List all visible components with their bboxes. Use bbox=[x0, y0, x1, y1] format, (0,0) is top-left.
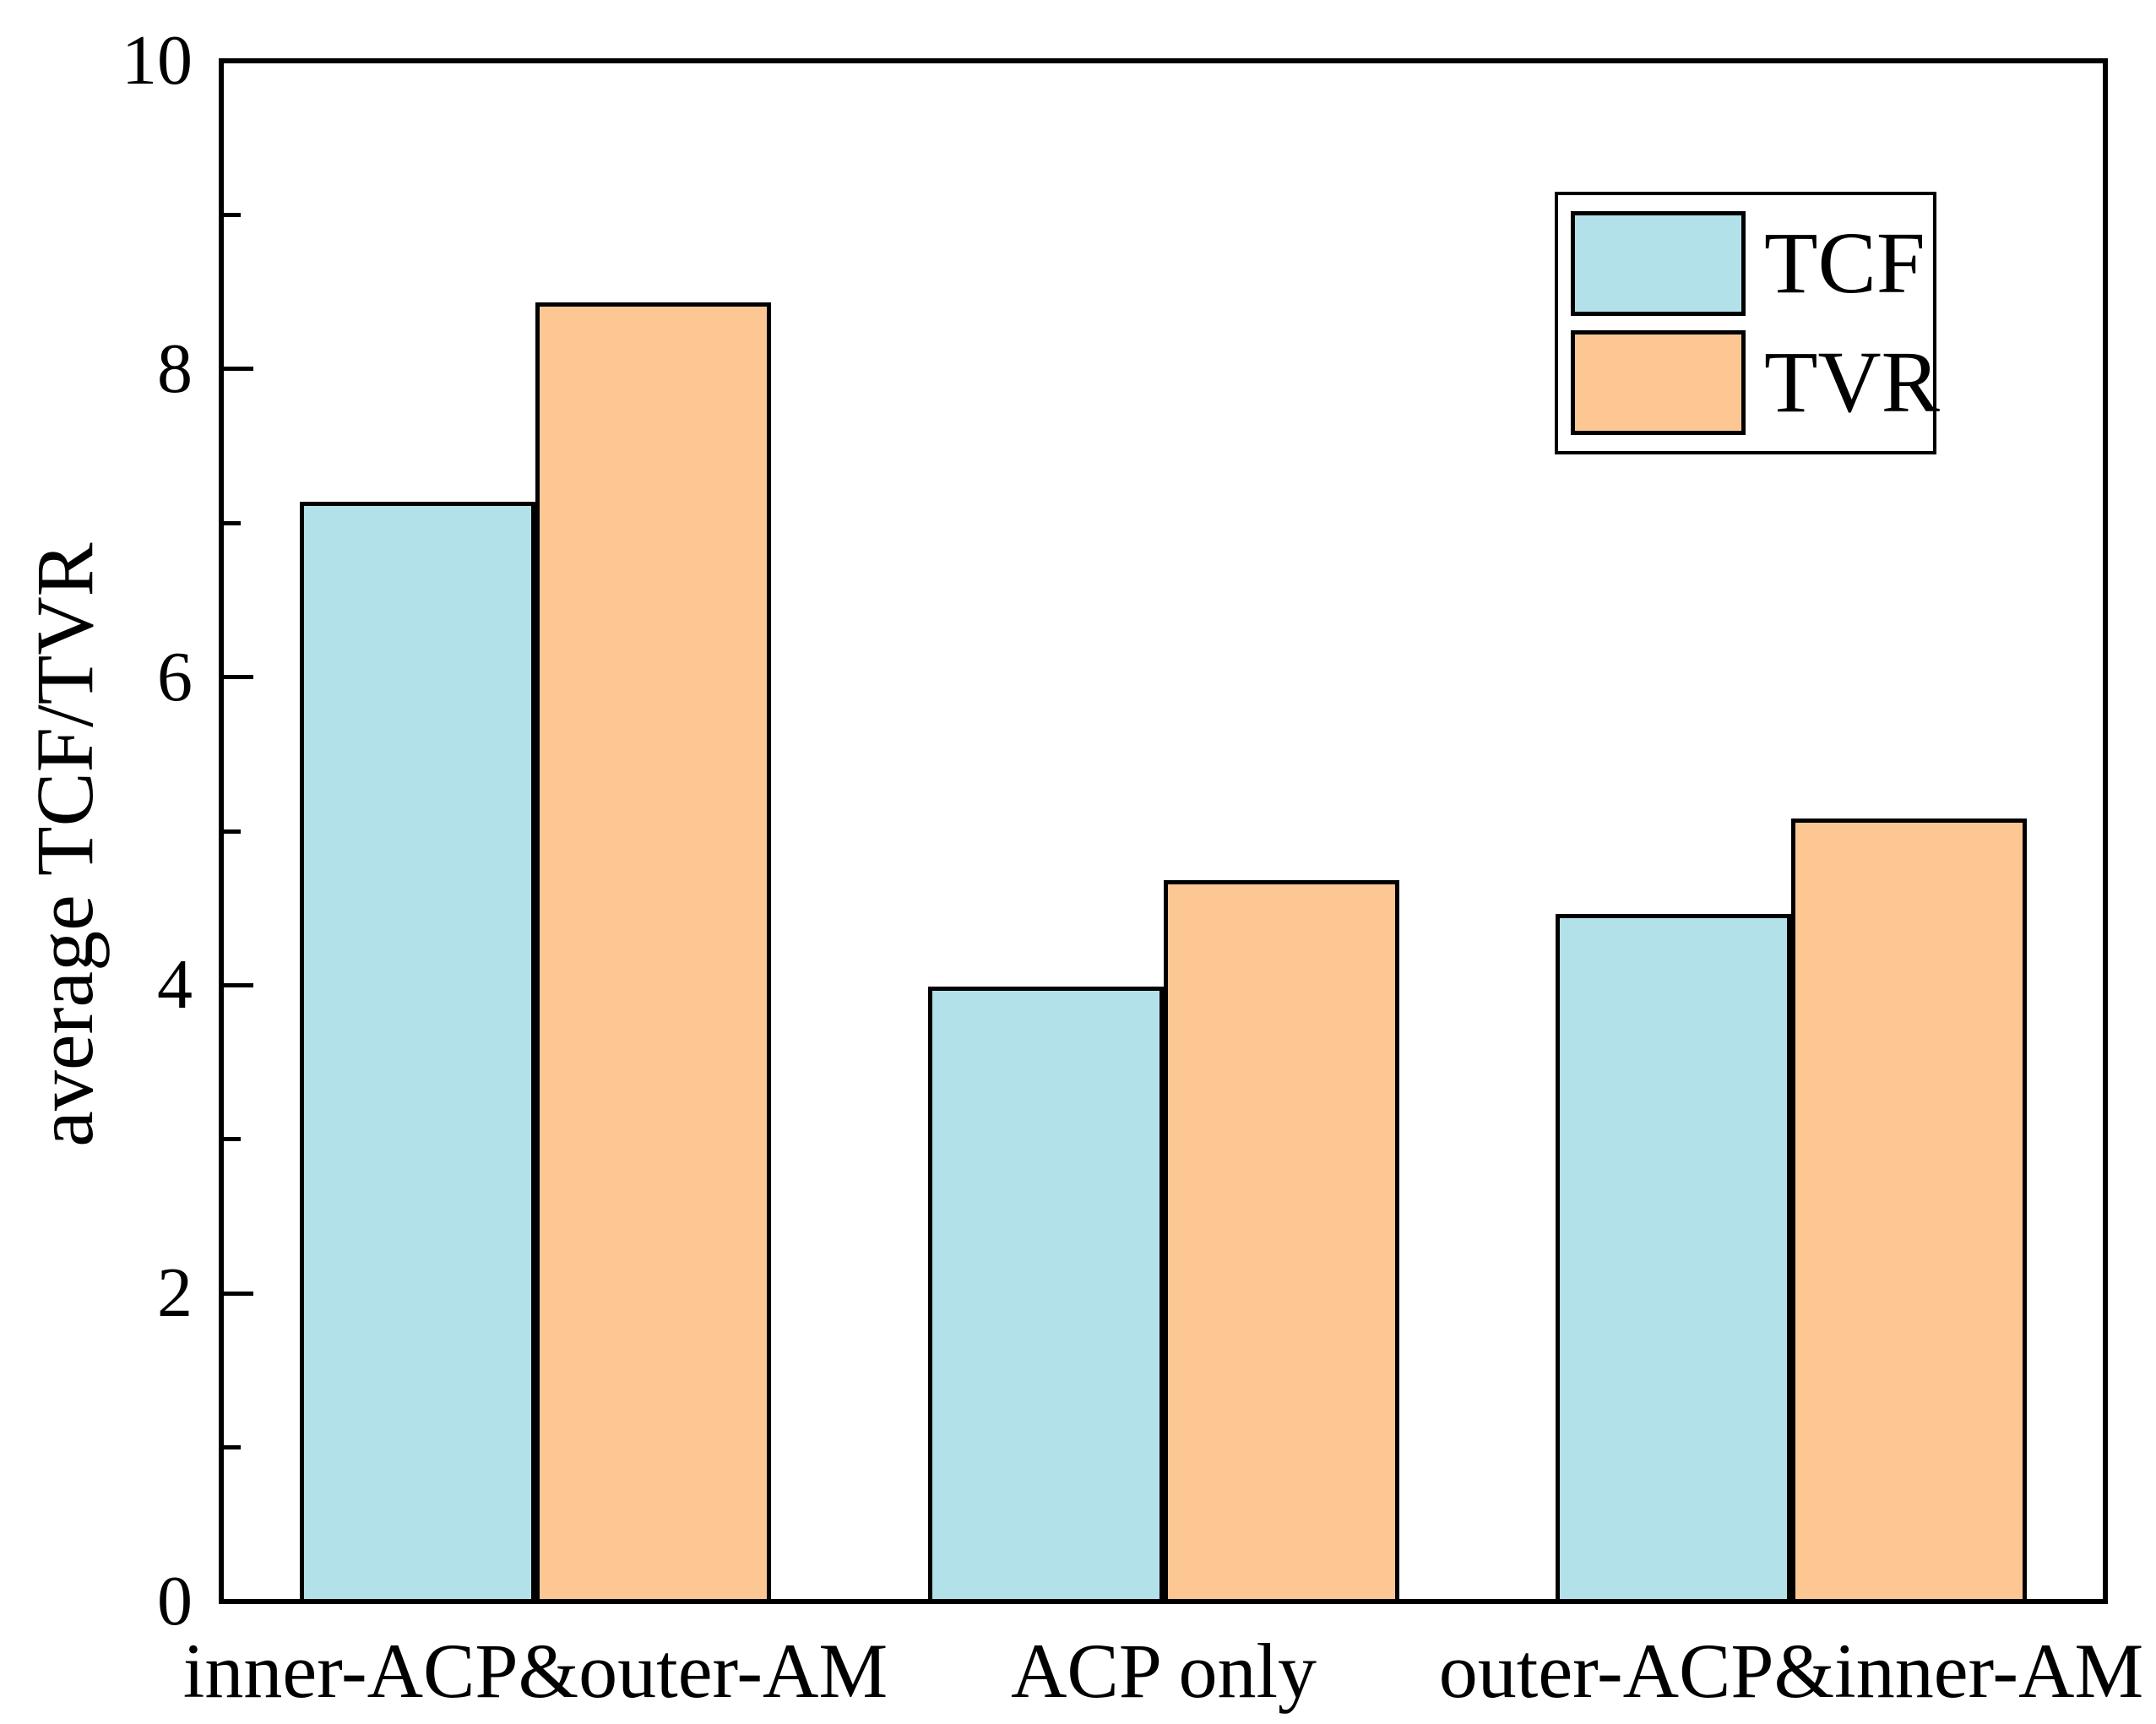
y-tick-mark bbox=[221, 983, 253, 987]
bar-tvr-1 bbox=[1164, 880, 1399, 1603]
y-tick-mark bbox=[221, 1137, 241, 1141]
y-tick-mark bbox=[221, 213, 241, 217]
bar-tcf-0 bbox=[300, 502, 535, 1603]
x-tick-label-inner-acp-outer-am: inner-ACP&outer-AM bbox=[182, 1628, 888, 1714]
y-tick-label: 8 bbox=[157, 329, 193, 408]
y-tick-label: 6 bbox=[157, 638, 193, 716]
legend-label-tcf: TCF bbox=[1764, 215, 1925, 312]
legend-label-tvr: TVR bbox=[1764, 334, 1940, 431]
y-tick-label: 4 bbox=[157, 945, 193, 1024]
legend-swatch-tvr bbox=[1571, 330, 1746, 435]
legend-row-tcf: TCF bbox=[1571, 211, 1933, 316]
y-tick-label: 0 bbox=[157, 1562, 193, 1640]
bar-tvr-0 bbox=[535, 302, 771, 1603]
x-tick-label-acp-only: ACP only bbox=[1010, 1628, 1317, 1714]
legend: TCF TVR bbox=[1555, 192, 1940, 454]
y-axis-title: average TCF/TVR bbox=[19, 542, 110, 1147]
y-tick-label: 10 bbox=[122, 21, 193, 100]
y-tick-mark bbox=[221, 1292, 253, 1296]
y-tick-mark bbox=[221, 829, 241, 834]
y-tick-mark bbox=[221, 675, 253, 679]
bar-tvr-2 bbox=[1791, 818, 2027, 1603]
legend-swatch-tcf bbox=[1571, 211, 1746, 316]
legend-row-tvr: TVR bbox=[1571, 330, 1940, 435]
bar-tcf-1 bbox=[928, 987, 1164, 1603]
x-tick-label-outer-acp-inner-am: outer-ACP&inner-AM bbox=[1438, 1628, 2144, 1714]
y-tick-mark bbox=[221, 367, 253, 371]
y-tick-label: 2 bbox=[157, 1254, 193, 1332]
bar-tcf-2 bbox=[1556, 914, 1791, 1603]
y-tick-mark bbox=[221, 1445, 241, 1449]
y-tick-mark bbox=[221, 521, 241, 525]
